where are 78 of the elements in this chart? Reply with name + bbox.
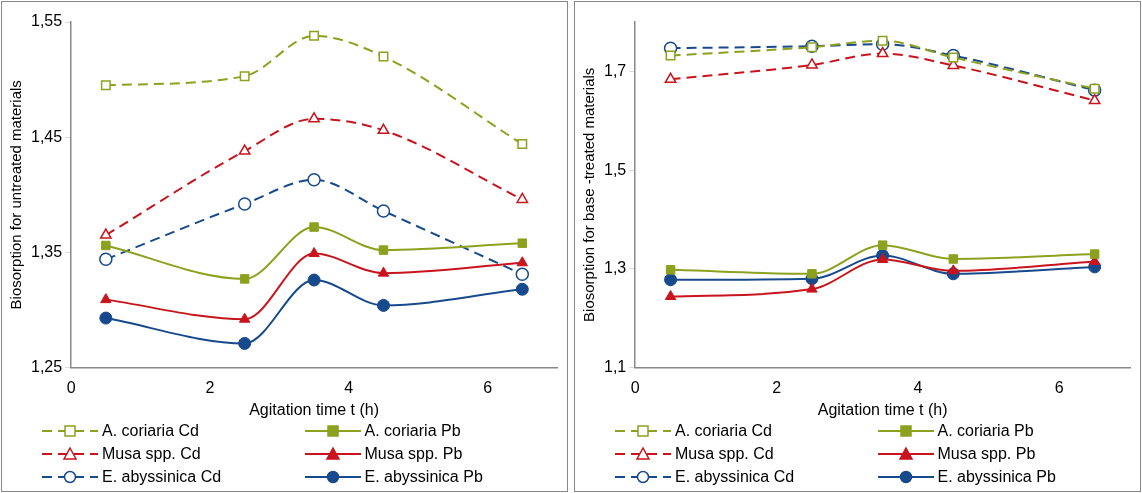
point: [378, 245, 389, 255]
point: [1088, 93, 1101, 105]
y-axis-title: Biosorption for untreated materials: [7, 80, 25, 310]
point: [99, 228, 112, 239]
y-tick-label: 1,5: [603, 160, 627, 178]
x-tick-label: 6: [483, 378, 493, 396]
legend-label: E. abyssinica Cd: [675, 467, 795, 487]
x-tick-label: 2: [772, 378, 782, 396]
y-axis-title: Biosorption for base -treated materials: [580, 67, 598, 322]
point: [665, 265, 676, 275]
legend-label: E. abyssinica Cd: [102, 467, 222, 487]
point: [376, 204, 391, 218]
point: [237, 197, 252, 211]
point: [877, 35, 888, 46]
point: [239, 274, 250, 284]
point: [376, 298, 390, 312]
x-tick-label: 4: [344, 378, 354, 396]
point: [516, 256, 528, 267]
point: [515, 267, 530, 282]
point: [806, 282, 818, 293]
legend-label: Musa spp. Cd: [675, 444, 774, 464]
point: [100, 293, 112, 304]
point: [665, 50, 676, 61]
point: [948, 52, 959, 63]
y-tick-label: 1,55: [31, 12, 63, 30]
y-tick-label: 1,1: [603, 358, 627, 376]
y-tick-label: 1,3: [603, 259, 627, 277]
point: [664, 290, 677, 301]
point: [238, 144, 251, 155]
point: [517, 238, 528, 248]
point: [101, 240, 111, 251]
point: [377, 123, 390, 135]
x-tick-label: 4: [913, 378, 923, 396]
point: [239, 71, 250, 82]
x-axis-title: Agitation time t (h): [249, 400, 379, 418]
point: [307, 173, 321, 187]
point: [238, 312, 251, 323]
legend-label: Musa spp. Cd: [102, 444, 201, 464]
x-tick-label: 0: [630, 378, 640, 396]
legend-label: A. coriaria Cd: [675, 421, 772, 441]
x-tick-label: 6: [1054, 378, 1064, 396]
point: [807, 269, 817, 279]
point: [1089, 249, 1100, 259]
legend-label: Musa spp. Pb: [937, 444, 1036, 464]
y-tick-label: 1,45: [31, 127, 63, 145]
y-tick-label: 1,7: [603, 61, 627, 79]
legend-label: E. abyssinica Pb: [364, 467, 483, 487]
legend-label: A. coriaria Pb: [937, 421, 1034, 441]
point: [378, 51, 389, 62]
point: [100, 80, 111, 91]
legend-label: Musa spp. Pb: [364, 444, 463, 464]
x-tick-label: 2: [205, 378, 215, 396]
y-tick-label: 1,25: [31, 358, 63, 376]
y-tick-label: 1,35: [31, 242, 63, 260]
x-axis-title: Agitation time t (h): [817, 400, 948, 418]
point: [947, 264, 959, 275]
point: [517, 139, 528, 150]
point: [309, 30, 320, 41]
legend-label: E. abyssinica Pb: [937, 467, 1056, 487]
point: [309, 222, 319, 232]
point: [664, 72, 677, 84]
point: [307, 273, 321, 287]
point: [516, 192, 529, 204]
point: [308, 247, 320, 258]
point: [308, 112, 321, 123]
point: [806, 58, 818, 69]
point: [99, 311, 113, 325]
point: [664, 273, 678, 287]
point: [99, 252, 113, 267]
x-tick-label: 0: [66, 378, 76, 396]
point: [948, 254, 959, 264]
point: [876, 46, 889, 58]
point: [877, 240, 888, 250]
legend-label: A. coriaria Cd: [102, 421, 199, 441]
point: [238, 336, 252, 350]
legend-label: A. coriaria Pb: [364, 421, 461, 441]
point: [377, 266, 390, 277]
point: [515, 282, 529, 296]
